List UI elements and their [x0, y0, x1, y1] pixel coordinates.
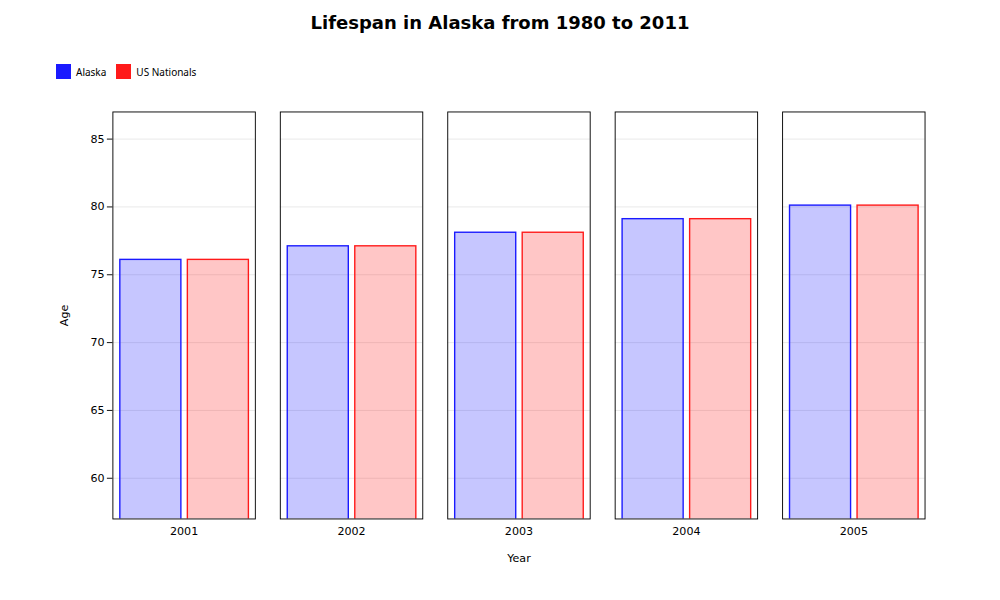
html-text:Alaska: Alaska: [76, 64, 107, 79]
svg-text:65: 65: [90, 404, 104, 417]
svg-text:75: 75: [90, 268, 104, 281]
svg-text:2002: 2002: [337, 525, 365, 538]
svg-text:Age: Age: [58, 305, 71, 327]
svg-text:60: 60: [90, 472, 104, 485]
svg-text:85: 85: [90, 133, 104, 146]
html-text:Lifespan in Alaska from 1980 t: Lifespan in Alaska from 1980 to 2011: [310, 12, 690, 33]
svg-text:2004: 2004: [672, 525, 700, 538]
svg-text:Year: Year: [506, 552, 531, 564]
svg-text:2005: 2005: [840, 525, 868, 538]
svg-text:2003: 2003: [505, 525, 533, 538]
svg-text:80: 80: [90, 200, 104, 213]
svg-text:2001: 2001: [170, 525, 198, 538]
html-text:US Nationals: US Nationals: [136, 64, 197, 79]
svg-text:70: 70: [90, 336, 104, 349]
